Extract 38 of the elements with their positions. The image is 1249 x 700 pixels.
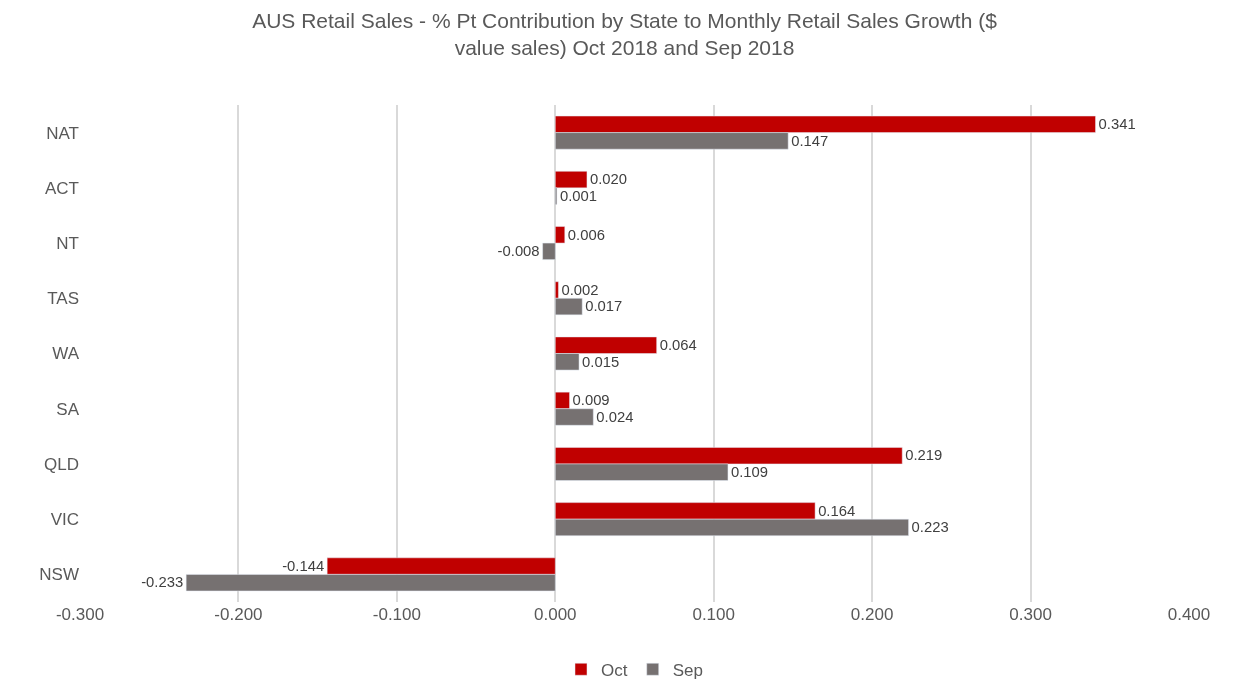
x-tick-label: 0.300: [1009, 605, 1052, 624]
x-tick-label: 0.400: [1167, 605, 1211, 624]
data-label: 0.341: [1098, 116, 1136, 133]
data-label: 0.020: [590, 171, 628, 188]
data-label: 0.164: [818, 502, 856, 519]
y-tick-label: ACT: [45, 178, 79, 198]
data-label: 0.064: [659, 337, 697, 354]
data-label: -0.233: [141, 574, 184, 591]
data-label: 0.017: [585, 298, 623, 315]
data-label: 0.015: [582, 353, 620, 370]
data-label: 0.002: [561, 281, 599, 298]
data-label: 0.006: [567, 226, 605, 243]
x-tick-label: -0.100: [372, 605, 421, 624]
x-tick-label: 0.200: [850, 605, 894, 624]
y-tick-label: VIC: [50, 510, 79, 530]
data-label: 0.001: [559, 187, 597, 204]
x-tick-label: -0.200: [214, 605, 263, 624]
y-tick-label: TAS: [47, 289, 79, 309]
legend-label: Oct: [601, 660, 628, 680]
data-label: 0.219: [905, 447, 943, 464]
data-label: 0.109: [730, 464, 769, 481]
data-label: 0.024: [596, 408, 634, 425]
data-label: 0.147: [791, 132, 829, 149]
legend-label: Sep: [672, 660, 703, 680]
x-tick-label: 0.000: [534, 605, 577, 624]
y-tick-label: SA: [56, 399, 80, 419]
chart-title: AUS Retail Sales - % Pt Contribution by State to Monthly Retail Sales Growth ($ value sales) Oct 2018 and Sep 2018: [252, 9, 998, 60]
y-tick-label: WA: [52, 344, 80, 364]
data-label: 0.223: [911, 519, 949, 536]
y-tick-label: NT: [56, 234, 79, 254]
data-label: -0.008: [497, 243, 540, 260]
x-tick-label: 0.100: [692, 605, 735, 624]
data-label: 0.009: [572, 392, 610, 409]
x-tick-label: -0.300: [55, 605, 105, 624]
y-tick-label: NSW: [39, 565, 79, 585]
y-tick-label: NAT: [46, 123, 79, 143]
data-label: -0.144: [282, 557, 325, 574]
y-tick-label: QLD: [44, 454, 79, 474]
